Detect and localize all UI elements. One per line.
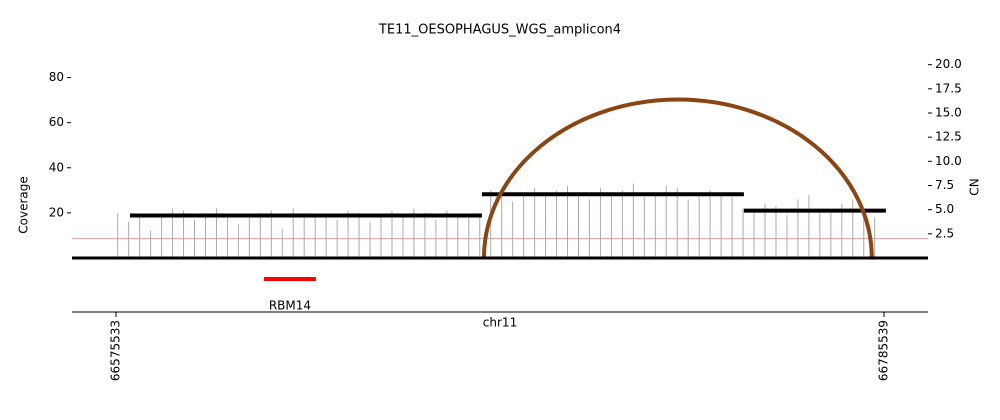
y2-tick-label: 17.5 (935, 81, 962, 95)
y2-tick-label: 7.5 (935, 178, 954, 192)
y2-axis-label: CN (968, 178, 982, 195)
breakpoint-arc (481, 97, 874, 259)
y2-tick-label: 5.0 (935, 202, 954, 216)
y-tick-label: 60 (49, 115, 64, 129)
y-axis-label: Coverage (17, 176, 31, 234)
y2-tick-label: 2.5 (935, 226, 954, 240)
y2-tick-label: 15.0 (935, 106, 962, 120)
gene-label: RBM14 (269, 299, 311, 313)
y2-tick-label: 20.0 (935, 57, 962, 71)
x-axis-label: chr11 (483, 316, 517, 330)
chart-title: TE11_OESOPHAGUS_WGS_amplicon4 (378, 23, 621, 38)
y-tick-label: 80 (49, 70, 64, 84)
y2-tick-label: 10.0 (935, 154, 962, 168)
y-tick-label: 20 (49, 205, 64, 219)
y-tick-label: 40 (49, 160, 64, 174)
x-tick-label: 66575533 (108, 320, 122, 381)
x-tick-label: 66785539 (877, 320, 891, 381)
y2-tick-label: 12.5 (935, 130, 962, 144)
